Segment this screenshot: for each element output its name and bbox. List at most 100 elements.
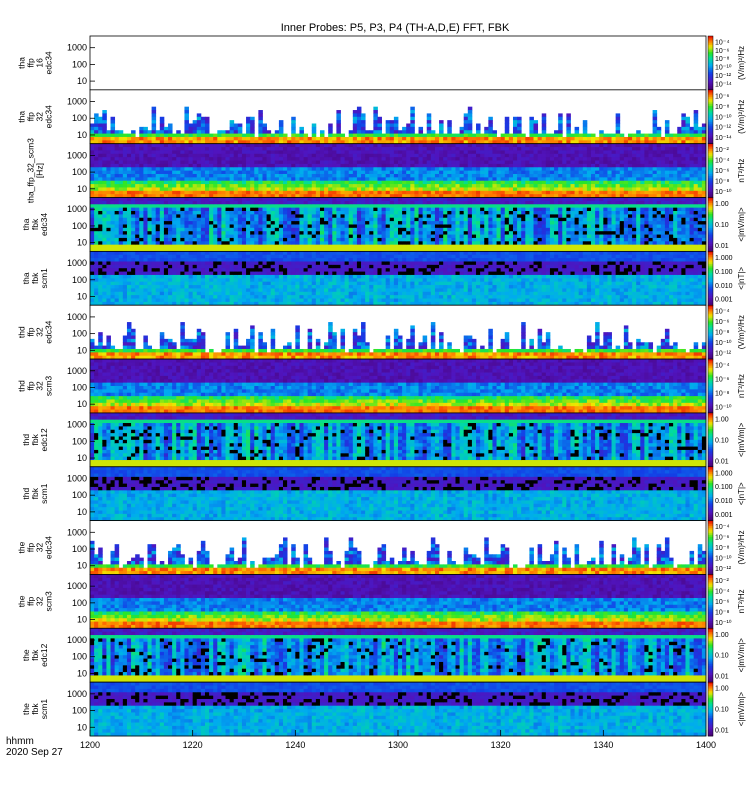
spectrogram-cell <box>455 208 460 212</box>
spectrogram-cell <box>111 221 116 225</box>
spectrogram-cell <box>644 144 649 148</box>
spectrogram-cell <box>234 174 239 178</box>
spectrogram-cell <box>209 211 214 215</box>
spectrogram-cell <box>464 171 469 175</box>
spectrogram-cell <box>328 214 333 218</box>
spectrogram-cell <box>505 150 510 154</box>
spectrogram-cell <box>640 187 645 191</box>
spectrogram-cell <box>320 171 325 175</box>
spectrogram-cell <box>234 218 239 222</box>
spectrogram-cell <box>254 177 259 181</box>
spectrogram-cell <box>135 164 140 168</box>
spectrogram-cell <box>139 150 144 154</box>
spectrogram-cell <box>119 241 124 245</box>
spectrogram-cell <box>484 184 489 188</box>
spectrogram-cell <box>460 177 465 181</box>
spectrogram-cell <box>361 164 366 168</box>
spectrogram-cell <box>176 201 181 205</box>
spectrogram-cell <box>501 171 506 175</box>
spectrogram-cell <box>521 177 526 181</box>
spectrogram-cell <box>226 134 231 138</box>
spectrogram-cell <box>435 208 440 212</box>
spectrogram-cell <box>345 241 350 245</box>
spectrogram-cell <box>447 124 452 128</box>
spectrogram-cell <box>160 184 165 188</box>
spectrogram-cell <box>423 218 428 222</box>
spectrogram-cell <box>377 181 382 185</box>
spectrogram-cell <box>127 245 132 249</box>
spectrogram-cell <box>365 184 370 188</box>
spectrogram-cell <box>250 167 255 171</box>
spectrogram-cell <box>291 130 296 134</box>
spectrogram-cell <box>172 157 177 161</box>
spectrogram-cell <box>164 134 169 138</box>
spectrogram-cell <box>164 130 169 134</box>
spectrogram-cell <box>562 177 567 181</box>
spectrogram-cell <box>197 127 202 131</box>
spectrogram-cell <box>127 184 132 188</box>
spectrogram-cell <box>304 208 309 212</box>
spectrogram-cell <box>472 211 477 215</box>
spectrogram-cell <box>534 184 539 188</box>
spectrogram-cell <box>176 181 181 185</box>
spectrogram-cell <box>238 231 243 235</box>
spectrogram-cell <box>201 211 206 215</box>
spectrogram-cell <box>131 198 136 202</box>
spectrogram-cell <box>570 174 575 178</box>
spectrogram-cell <box>455 150 460 154</box>
spectrogram-cell <box>217 241 222 245</box>
spectrogram-cell <box>529 124 534 128</box>
spectrogram-cell <box>484 191 489 195</box>
spectrogram-cell <box>328 181 333 185</box>
spectrogram-cell <box>349 144 354 148</box>
spectrogram-cell <box>106 161 111 165</box>
spectrogram-cell <box>221 198 226 202</box>
spectrogram-cell <box>464 164 469 168</box>
spectrogram-cell <box>168 208 173 212</box>
spectrogram-cell <box>193 214 198 218</box>
spectrogram-cell <box>402 228 407 232</box>
spectrogram-cell <box>341 134 346 138</box>
spectrogram-cell <box>443 134 448 138</box>
spectrogram-cell <box>501 201 506 205</box>
spectrogram-cell <box>111 161 116 165</box>
spectrogram-cell <box>427 117 432 121</box>
spectrogram-cell <box>123 214 128 218</box>
spectrogram-cell <box>250 134 255 138</box>
spectrogram-cell <box>640 177 645 181</box>
spectrogram-cell <box>492 241 497 245</box>
spectrogram-cell <box>234 164 239 168</box>
spectrogram-cell <box>336 245 341 249</box>
spectrogram-cell <box>357 238 362 242</box>
spectrogram-cell <box>197 245 202 249</box>
spectrogram-cell <box>271 191 276 195</box>
spectrogram-cell <box>139 181 144 185</box>
spectrogram-cell <box>616 154 621 158</box>
spectrogram-cell <box>414 218 419 222</box>
spectrogram-cell <box>168 191 173 195</box>
spectrogram-cell <box>258 134 263 138</box>
spectrogram-cell <box>595 174 600 178</box>
spectrogram-cell <box>94 238 99 242</box>
spectrogram-cell <box>410 201 415 205</box>
spectrogram-cell <box>570 187 575 191</box>
spectrogram-cell <box>336 187 341 191</box>
spectrogram-cell <box>299 167 304 171</box>
spectrogram-cell <box>431 171 436 175</box>
spectrogram-cell <box>209 221 214 225</box>
spectrogram-cell <box>357 198 362 202</box>
spectrogram-cell <box>681 167 686 171</box>
spectrogram-cell <box>439 127 444 131</box>
spectrogram-cell <box>357 113 362 117</box>
colorbar-tick-label: 10⁻⁶ <box>715 93 729 100</box>
spectrogram-cell <box>193 191 198 195</box>
spectrogram-cell <box>147 187 152 191</box>
spectrogram-cell <box>439 181 444 185</box>
spectrogram-cell <box>234 147 239 151</box>
spectrogram-cell <box>143 238 148 242</box>
spectrogram-cell <box>550 191 555 195</box>
spectrogram-cell <box>258 124 263 128</box>
spectrogram-cell <box>628 150 633 154</box>
spectrogram-cell <box>242 161 247 165</box>
spectrogram-cell <box>102 144 107 148</box>
